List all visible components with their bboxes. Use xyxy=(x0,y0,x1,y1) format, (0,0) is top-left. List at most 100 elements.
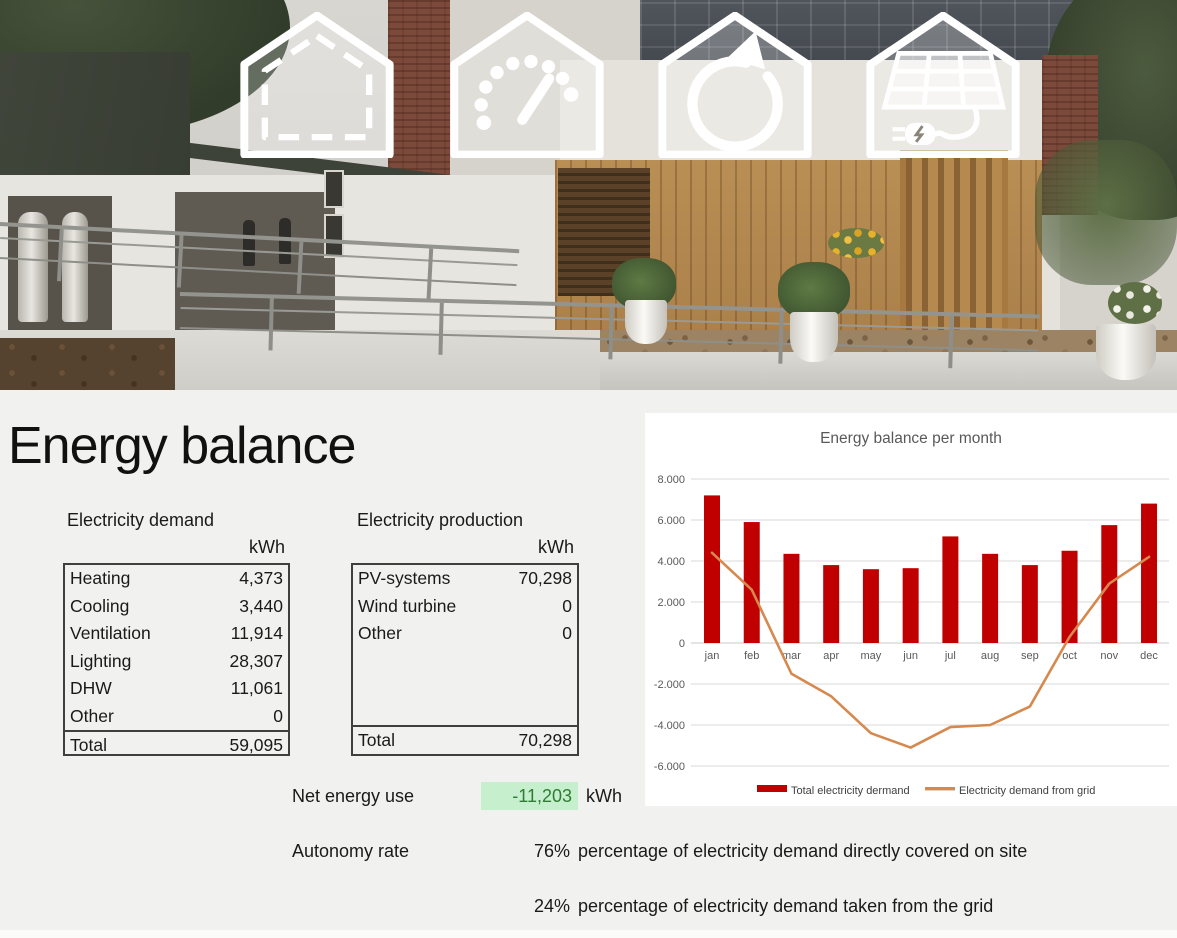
x-tick-label: jan xyxy=(704,650,720,662)
bar-jan xyxy=(704,495,720,643)
x-tick-label: jun xyxy=(902,650,918,662)
production-table-unit: kWh xyxy=(538,537,574,557)
house-gauge-icon xyxy=(448,11,606,159)
demand-table-title: Electricity demand xyxy=(67,510,215,530)
legend-bar-label: Total electricity dermand xyxy=(791,785,910,797)
production-table-body: PV-systems 70,298 Wind turbine 0 Other 0 xyxy=(353,565,577,725)
row-label: Cooling xyxy=(70,595,130,616)
x-tick-label: mar xyxy=(782,650,801,662)
row-label: Heating xyxy=(70,568,131,588)
bar-jun xyxy=(902,568,919,643)
row-value: 11,914 xyxy=(230,623,283,643)
table-row: DHW 11,061 xyxy=(65,675,288,703)
x-tick-label: feb xyxy=(744,650,759,662)
x-tick-label: nov xyxy=(1100,650,1118,662)
bar-jul xyxy=(942,536,959,643)
demand-table-body: Heating 4,373 Cooling 3,440 Ventilation 11,91… xyxy=(65,565,288,730)
photo-water-heater xyxy=(18,212,48,322)
production-total-row: Total 70,298 xyxy=(353,725,577,754)
table-row: Ventilation 11,914 xyxy=(65,620,288,648)
grid-demand-line xyxy=(710,551,1151,749)
production-total-label: Total xyxy=(358,730,395,750)
net-energy-value-cell: -11,203 xyxy=(481,782,578,810)
row-label: PV-systems xyxy=(358,568,451,588)
photo-flower-pot xyxy=(790,312,838,362)
legend-line-label: Electricity demand from grid xyxy=(959,785,1095,797)
energy-balance-chart-panel: Energy balance per month 8.000 6.000 4.000 2… xyxy=(645,413,1177,806)
x-tick-label: jul xyxy=(944,650,956,662)
row-value: 70,298 xyxy=(518,568,572,588)
y-tick-label: -4.000 xyxy=(654,720,685,732)
page-title: Energy balance xyxy=(8,417,356,475)
row-label: Wind turbine xyxy=(358,595,457,616)
bottom-margin xyxy=(0,930,1177,938)
bar-apr xyxy=(823,565,840,643)
bar-mar xyxy=(783,553,800,643)
demand-total-value: 59,095 xyxy=(229,735,283,755)
autonomy-pct-grid: 24% xyxy=(533,896,570,916)
demand-total-label: Total xyxy=(70,735,107,755)
table-row: Cooling 3,440 xyxy=(65,593,288,621)
autonomy-pct-onsite: 76% xyxy=(533,841,570,861)
photo-person xyxy=(243,220,255,266)
x-tick-label: may xyxy=(861,650,882,662)
table-row: Other 0 xyxy=(65,703,288,731)
table-row: Other 0 xyxy=(353,620,577,648)
row-label: Other xyxy=(358,623,402,643)
row-value: 28,307 xyxy=(229,650,283,671)
photo-picture-frame xyxy=(324,214,344,258)
table-row: Heating 4,373 xyxy=(65,565,288,593)
bar-oct xyxy=(1061,550,1078,643)
row-label: Ventilation xyxy=(70,623,151,643)
table-row: PV-systems 70,298 xyxy=(353,565,577,593)
net-energy-unit: kWh xyxy=(586,786,622,806)
legend-line-swatch xyxy=(925,787,955,791)
x-tick-label: sep xyxy=(1021,650,1039,662)
hero-photo xyxy=(0,0,1177,390)
y-tick-label: 0 xyxy=(679,638,685,650)
autonomy-desc-grid: percentage of electricity demand taken f… xyxy=(578,896,994,916)
y-tick-label: 4.000 xyxy=(657,556,685,568)
row-value: 0 xyxy=(562,623,572,643)
production-total-value: 70,298 xyxy=(518,730,572,750)
house-solar-plug-icon xyxy=(864,11,1022,159)
row-value: 11,061 xyxy=(230,678,283,698)
photo-mulch xyxy=(0,338,175,390)
production-table: PV-systems 70,298 Wind turbine 0 Other 0 Tota… xyxy=(351,563,579,756)
row-value: 4,373 xyxy=(239,568,283,588)
chart-title: Energy balance per month xyxy=(820,430,1002,447)
x-tick-label: dec xyxy=(1140,650,1158,662)
y-tick-label: -2.000 xyxy=(654,679,685,691)
row-label: DHW xyxy=(70,678,112,698)
photo-dark-panel xyxy=(0,52,190,178)
photo-flower-pot xyxy=(1096,324,1156,380)
photo-water-heater xyxy=(62,212,88,322)
bar-may xyxy=(862,569,879,643)
net-energy-label: Net energy use xyxy=(292,786,415,806)
y-tick-label: -6.000 xyxy=(654,761,685,773)
photo-white-flowers xyxy=(1108,282,1162,324)
demand-total-row: Total 59,095 xyxy=(65,730,288,759)
photo-garage-opening xyxy=(8,196,112,336)
house-recycle-arrow-icon xyxy=(656,11,814,159)
x-tick-label: apr xyxy=(823,650,839,662)
photo-person xyxy=(279,218,291,264)
bar-feb xyxy=(743,522,760,643)
table-row: Lighting 28,307 xyxy=(65,648,288,676)
photo-flower-pot xyxy=(625,300,667,344)
production-table-title: Electricity production xyxy=(357,510,524,530)
bar-sep xyxy=(1021,565,1038,643)
row-value: 0 xyxy=(562,595,572,616)
legend-bar-swatch xyxy=(757,785,787,792)
x-tick-label: oct xyxy=(1062,650,1077,662)
photo-picture-frame xyxy=(324,170,344,208)
house-outline-icon xyxy=(238,11,396,159)
table-row: Wind turbine 0 xyxy=(353,593,577,621)
energy-balance-chart: Energy balance per month 8.000 6.000 4.000 2… xyxy=(654,430,1169,797)
photo-interior-opening xyxy=(175,192,335,336)
row-label: Lighting xyxy=(70,650,132,671)
bar-aug xyxy=(982,553,999,643)
photo-yellow-flowers xyxy=(828,228,884,258)
y-tick-label: 2.000 xyxy=(657,597,685,609)
